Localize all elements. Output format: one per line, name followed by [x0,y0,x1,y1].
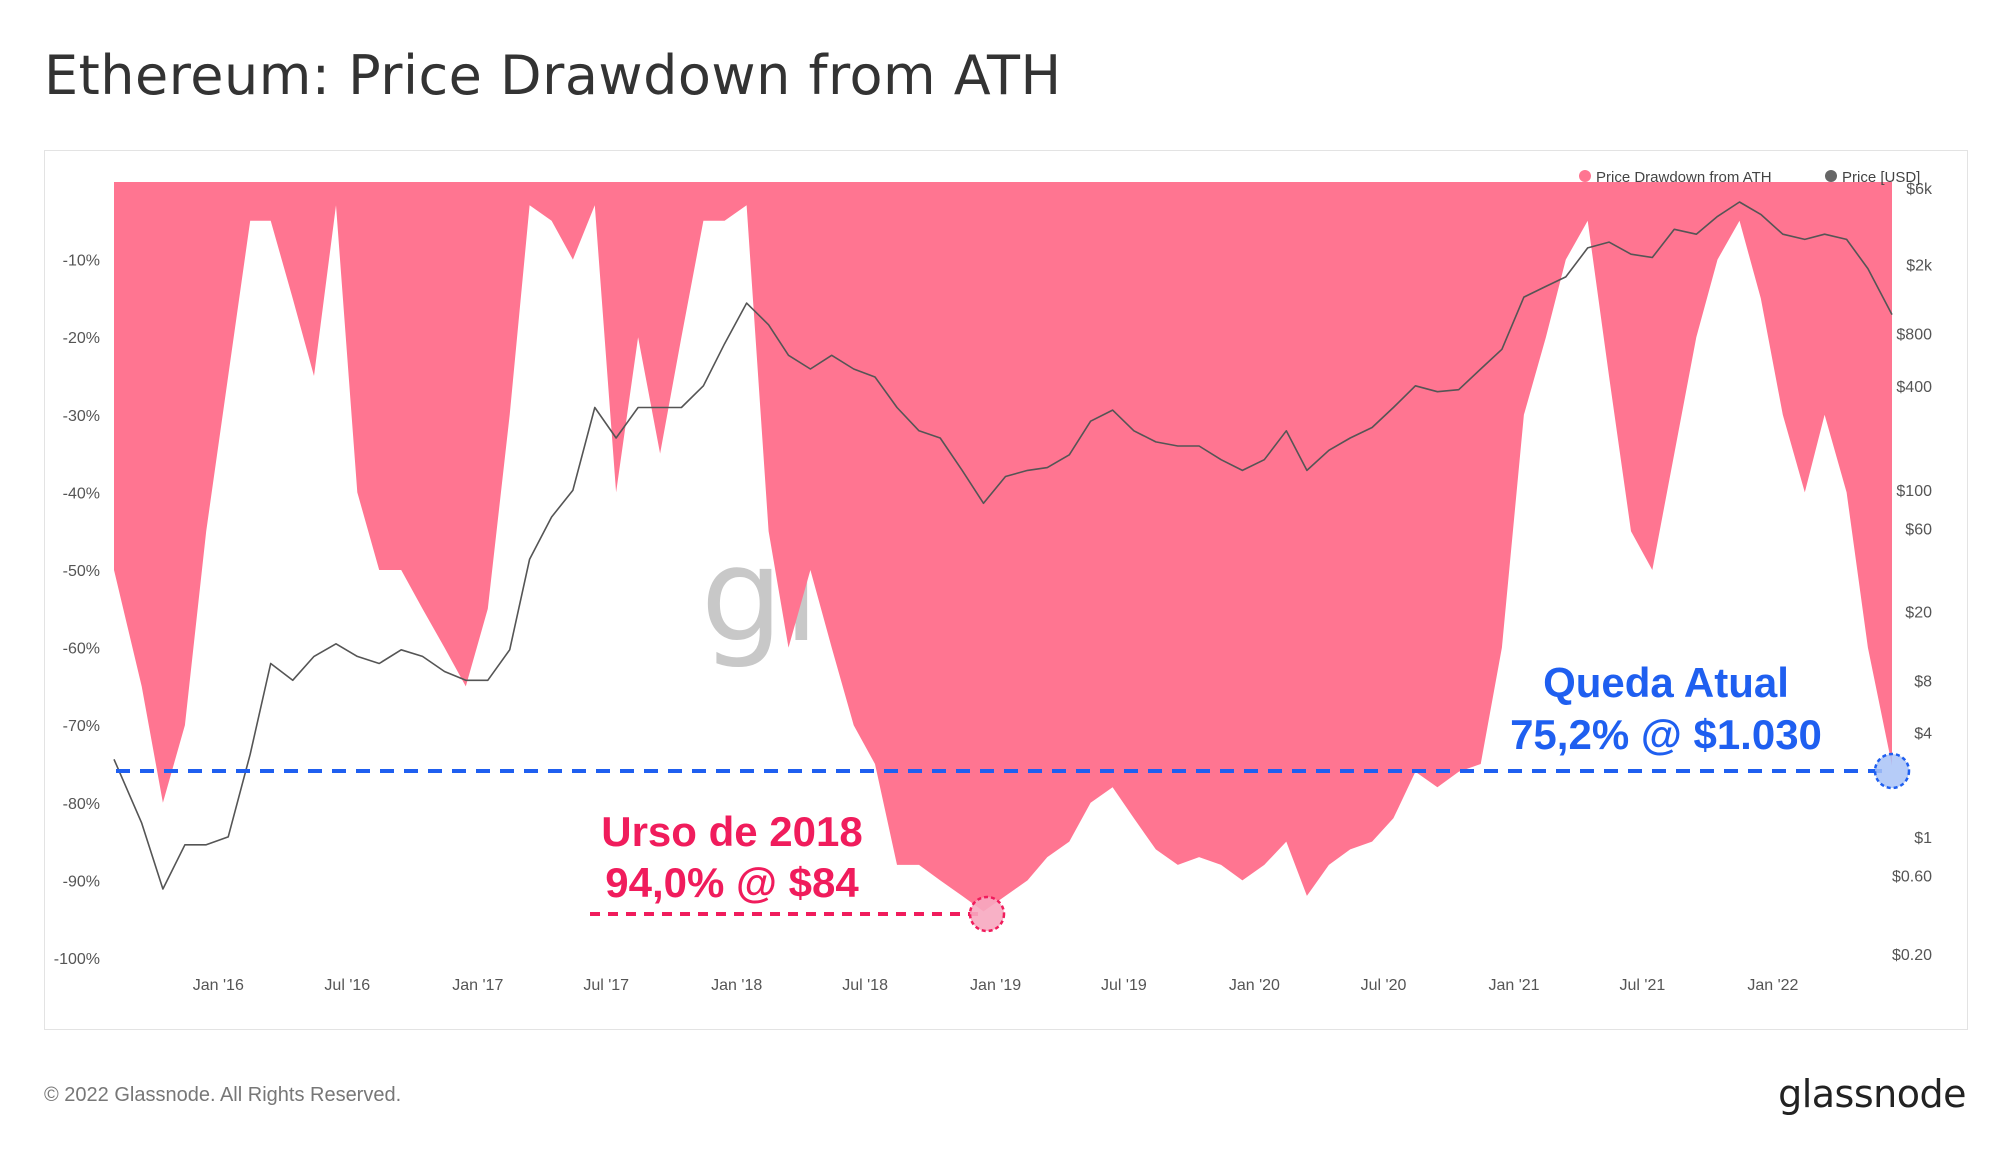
y-right-tick-label: $6k [1906,181,1933,198]
x-tick-label: Jan '22 [1747,977,1798,994]
drawdown-area-group [114,182,1892,912]
x-tick-label: Jan '21 [1488,977,1539,994]
x-tick-label: Jul '17 [583,977,629,994]
current-marker [1873,752,1911,790]
bear-2018-annotation-line1: Urso de 2018 [601,808,862,855]
price-line-group [113,201,1893,890]
y-left-tick-label: -20% [63,330,100,347]
y-left-tick-label: -70% [63,718,100,735]
y-right-tick-label: $800 [1896,327,1932,344]
current-annotation: Queda Atual 75,2% @ $1.030 [116,659,1911,790]
chart-frame [44,150,1968,1030]
x-tick-label: Jul '18 [842,977,888,994]
y-right-tick-label: $20 [1905,604,1932,621]
x-tick-label: Jul '20 [1361,977,1407,994]
left-y-axis: -10% -20% -30% -40% -50% -60% -70% -80% -90% -100… [54,253,100,968]
y-right-tick-label: $4 [1914,726,1932,743]
legend-drawdown-icon [1579,170,1591,182]
y-left-tick-label: -80% [63,796,100,813]
x-tick-label: Jan '20 [1229,977,1280,994]
right-y-axis: $6k $2k $800 $400 $100 $60 $20 $8 $4 $1 $0.60 $0.20 [1892,181,1933,964]
x-tick-label: Jan '16 [193,977,244,994]
drawdown-area [114,182,1892,912]
bear-2018-marker [968,895,1006,933]
y-left-tick-label: -10% [63,253,100,270]
y-left-tick-label: -90% [63,873,100,890]
y-right-tick-label: $2k [1906,258,1933,275]
copyright: © 2022 Glassnode. All Rights Reserved. [44,1084,402,1106]
x-tick-label: Jan '17 [452,977,503,994]
y-right-tick-label: $400 [1896,379,1932,396]
y-right-tick-label: $0.60 [1892,868,1932,885]
y-left-tick-label: -50% [63,563,100,580]
legend-drawdown-label[interactable]: Price Drawdown from ATH [1596,169,1772,186]
bear-2018-annotation: Urso de 2018 94,0% @ $84 [590,808,1006,933]
y-left-tick-label: -60% [63,641,100,658]
y-right-tick-label: $8 [1914,673,1932,690]
y-right-tick-label: $0.20 [1892,947,1932,964]
current-annotation-line1: Queda Atual [1543,659,1789,706]
x-tick-label: Jan '19 [970,977,1021,994]
legend: Price Drawdown from ATH Price [USD] [1579,169,1920,186]
price-line [113,201,1893,890]
x-axis: Jan '16 Jul '16 Jan '17 Jul '17 Jan '18 Jul '… [193,977,1799,994]
y-right-tick-label: $1 [1914,830,1932,847]
x-tick-label: Jul '21 [1620,977,1666,994]
y-left-tick-label: -30% [63,408,100,425]
page-title: Ethereum: Price Drawdown from ATH [44,44,1062,107]
legend-price-icon [1825,170,1837,182]
brand-logo[interactable]: glassnode [1778,1072,1966,1116]
legend-price-label[interactable]: Price [USD] [1842,169,1920,186]
x-tick-label: Jan '18 [711,977,762,994]
bear-2018-annotation-line2: 94,0% @ $84 [605,859,859,906]
current-annotation-line2: 75,2% @ $1.030 [1510,711,1822,758]
x-tick-label: Jul '19 [1101,977,1147,994]
y-right-tick-label: $60 [1905,522,1932,539]
y-left-tick-label: -40% [63,485,100,502]
x-tick-label: Jul '16 [324,977,370,994]
y-right-tick-label: $100 [1896,483,1932,500]
y-left-tick-label: -100% [54,951,100,968]
